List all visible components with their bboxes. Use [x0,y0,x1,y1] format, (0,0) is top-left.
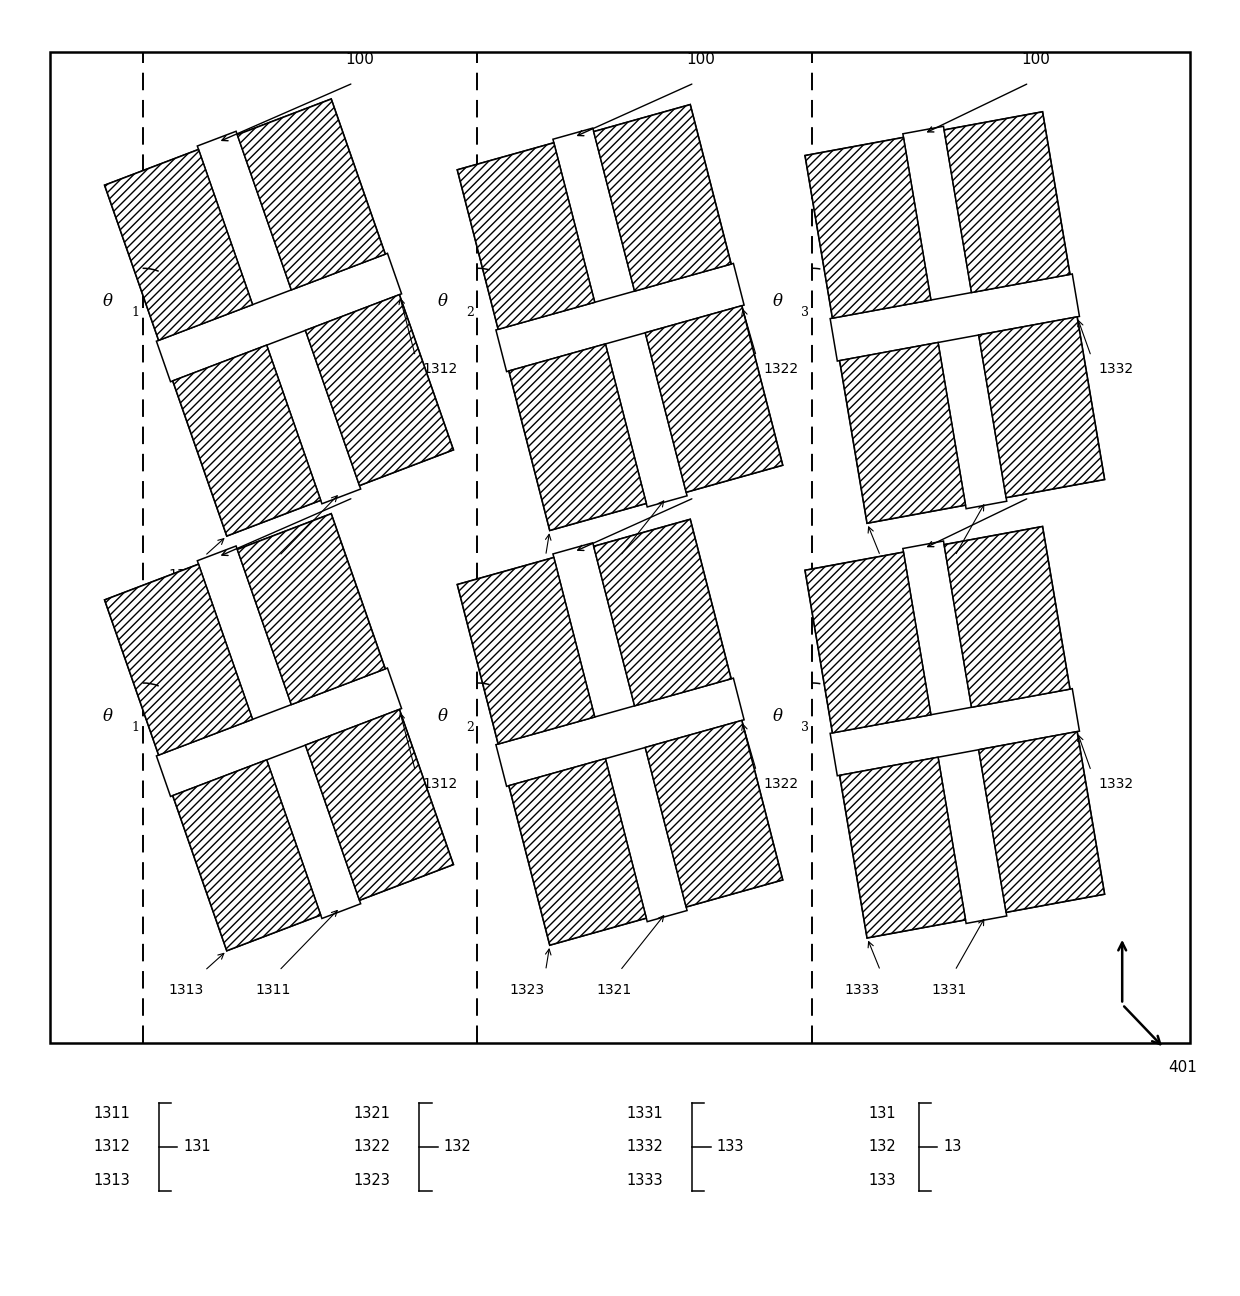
Polygon shape [172,345,321,537]
Text: 2: 2 [466,721,474,734]
Polygon shape [594,520,732,706]
Polygon shape [978,732,1105,912]
Polygon shape [839,342,966,524]
Text: θ: θ [438,293,448,311]
Text: 1322: 1322 [764,363,799,376]
Text: 1312: 1312 [423,778,458,791]
Polygon shape [645,721,782,907]
Polygon shape [978,318,1105,498]
Text: 1: 1 [131,721,139,734]
Text: 100: 100 [345,52,374,67]
Text: θ: θ [103,708,113,726]
Text: 132: 132 [444,1139,471,1155]
Text: 100: 100 [686,467,715,482]
Polygon shape [645,306,782,492]
Polygon shape [903,540,1007,924]
Text: 100: 100 [686,52,715,67]
Polygon shape [104,149,253,341]
Text: θ: θ [103,293,113,311]
Text: 401: 401 [1168,1060,1197,1076]
Text: 3: 3 [801,721,808,734]
Polygon shape [830,273,1080,362]
Polygon shape [197,131,361,504]
Text: θ: θ [438,708,448,726]
Text: 1331: 1331 [931,984,966,997]
Text: 1322: 1322 [353,1139,391,1155]
Polygon shape [197,546,361,919]
Text: 132: 132 [868,1139,895,1155]
Text: 133: 133 [717,1139,744,1155]
Text: θ: θ [773,293,782,311]
Text: 1332: 1332 [1099,363,1133,376]
Text: 13: 13 [944,1139,962,1155]
Text: 1311: 1311 [255,984,290,997]
Text: 1322: 1322 [764,778,799,791]
Polygon shape [594,105,732,292]
Polygon shape [237,513,386,705]
Text: 1313: 1313 [169,984,203,997]
Polygon shape [104,513,454,951]
Text: 1313: 1313 [93,1173,130,1188]
Text: 1312: 1312 [423,363,458,376]
Text: 1323: 1323 [510,984,544,997]
Text: 100: 100 [345,467,374,482]
Text: 1331: 1331 [931,569,966,582]
Text: 1323: 1323 [510,569,544,582]
Text: 1331: 1331 [626,1105,663,1121]
Polygon shape [830,688,1080,776]
Text: 3: 3 [801,306,808,319]
Text: 1311: 1311 [93,1105,130,1121]
Text: θ: θ [773,708,782,726]
Text: 1333: 1333 [626,1173,663,1188]
Polygon shape [805,137,931,318]
Text: 1313: 1313 [169,569,203,582]
Polygon shape [172,759,321,951]
Polygon shape [553,543,687,921]
Polygon shape [944,526,1070,708]
Text: 1321: 1321 [596,569,631,582]
Polygon shape [839,757,966,938]
Text: 1321: 1321 [353,1105,391,1121]
Polygon shape [305,294,454,486]
Polygon shape [496,263,744,372]
Polygon shape [156,667,402,797]
Polygon shape [496,678,744,787]
Text: 131: 131 [184,1139,211,1155]
Polygon shape [944,111,1070,293]
Polygon shape [458,557,595,744]
Text: 131: 131 [868,1105,895,1121]
Text: 1332: 1332 [1099,778,1133,791]
Text: 133: 133 [868,1173,895,1188]
Text: 100: 100 [1021,467,1050,482]
Text: 1333: 1333 [844,984,879,997]
Text: 1: 1 [131,306,139,319]
Polygon shape [237,98,386,290]
Text: 1321: 1321 [596,984,631,997]
Polygon shape [903,126,1007,509]
Polygon shape [156,253,402,382]
Polygon shape [104,98,454,537]
Polygon shape [305,709,454,901]
Polygon shape [553,128,687,507]
Polygon shape [458,105,782,530]
Text: 2: 2 [466,306,474,319]
Polygon shape [458,520,782,945]
Polygon shape [508,758,646,945]
Text: 100: 100 [1021,52,1050,67]
Text: 1333: 1333 [844,569,879,582]
Text: 1323: 1323 [353,1173,391,1188]
Text: 1311: 1311 [255,569,290,582]
Polygon shape [805,552,931,732]
Text: 1312: 1312 [93,1139,130,1155]
Polygon shape [104,564,253,756]
Polygon shape [805,111,1105,524]
Polygon shape [805,526,1105,938]
Text: 1332: 1332 [626,1139,663,1155]
Polygon shape [508,343,646,530]
Polygon shape [458,143,595,329]
